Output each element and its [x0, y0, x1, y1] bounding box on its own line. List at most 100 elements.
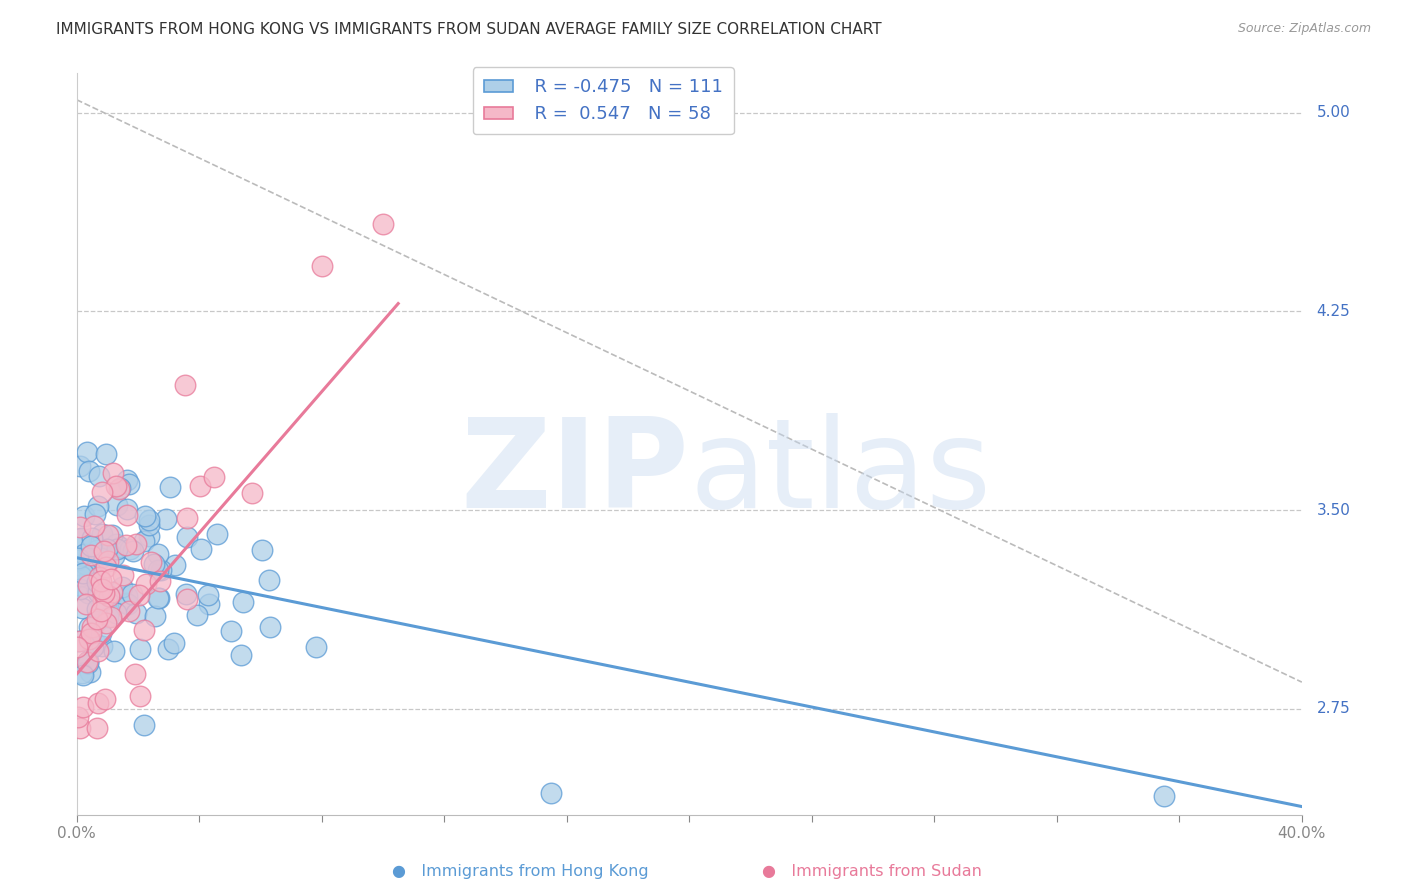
Point	[73, 566, 96, 580]
Point	[141, 555, 163, 569]
Point	[96, 560, 118, 574]
Point	[90, 625, 112, 640]
Point	[90, 484, 112, 499]
Point	[93, 544, 115, 558]
Point	[86, 582, 108, 596]
Point	[115, 501, 138, 516]
Point	[86, 542, 108, 557]
Point	[86, 602, 108, 616]
Point	[145, 608, 167, 623]
Point	[69, 459, 91, 474]
Point	[96, 542, 118, 557]
Point	[67, 568, 90, 582]
Point	[90, 550, 112, 565]
Point	[97, 589, 120, 603]
Point	[159, 480, 181, 494]
Point	[117, 508, 139, 523]
Point	[76, 655, 98, 669]
Point	[75, 566, 97, 581]
Point	[67, 633, 90, 648]
Point	[107, 541, 129, 556]
Point	[77, 571, 100, 585]
Point	[79, 665, 101, 679]
Point	[115, 473, 138, 487]
Text: IMMIGRANTS FROM HONG KONG VS IMMIGRANTS FROM SUDAN AVERAGE FAMILY SIZE CORRELATI: IMMIGRANTS FROM HONG KONG VS IMMIGRANTS …	[56, 22, 882, 37]
Point	[87, 644, 110, 658]
Point	[118, 604, 141, 618]
Point	[72, 668, 94, 682]
Point	[101, 466, 124, 480]
Point	[219, 624, 242, 638]
Point	[69, 552, 91, 566]
Point	[90, 574, 112, 589]
Point	[128, 588, 150, 602]
Point	[121, 587, 143, 601]
Point	[155, 511, 177, 525]
Point	[66, 710, 89, 724]
Point	[115, 589, 138, 603]
Point	[97, 554, 120, 568]
Point	[104, 479, 127, 493]
Point	[66, 553, 89, 567]
Point	[252, 543, 274, 558]
Point	[97, 546, 120, 560]
Point	[259, 619, 281, 633]
Point	[72, 566, 94, 580]
Point	[93, 584, 115, 599]
Point	[73, 557, 96, 571]
Point	[197, 589, 219, 603]
Point	[91, 582, 114, 596]
Point	[87, 584, 110, 599]
Point	[198, 597, 221, 611]
Point	[86, 612, 108, 626]
Point	[229, 648, 252, 662]
Point	[76, 586, 98, 600]
Point	[90, 604, 112, 618]
Text: 2.75: 2.75	[1316, 701, 1350, 716]
Text: atlas: atlas	[689, 413, 991, 534]
Point	[134, 718, 156, 732]
Point	[91, 527, 114, 541]
Point	[84, 550, 107, 565]
Point	[66, 578, 89, 592]
Point	[80, 626, 103, 640]
Point	[97, 527, 120, 541]
Point	[75, 597, 97, 611]
Point	[138, 513, 160, 527]
Point	[101, 585, 124, 599]
Point	[97, 610, 120, 624]
Point	[76, 656, 98, 670]
Point	[134, 533, 156, 548]
Point	[107, 483, 129, 497]
Text: 4.25: 4.25	[1316, 304, 1350, 319]
Point	[70, 666, 93, 681]
Point	[72, 547, 94, 561]
Point	[65, 640, 87, 655]
Point	[104, 606, 127, 620]
Point	[124, 537, 146, 551]
Point	[69, 582, 91, 596]
Point	[77, 632, 100, 647]
Point	[69, 634, 91, 648]
Text: ●   Immigrants from Sudan: ● Immigrants from Sudan	[762, 863, 981, 879]
Point	[82, 620, 104, 634]
Point	[150, 563, 173, 577]
Point	[371, 217, 394, 231]
Point	[111, 568, 134, 582]
Point	[84, 637, 107, 651]
Point	[105, 542, 128, 557]
Point	[69, 721, 91, 735]
Point	[82, 531, 104, 545]
Point	[138, 518, 160, 533]
Point	[174, 587, 197, 601]
Point	[69, 520, 91, 534]
Point	[132, 623, 155, 637]
Point	[87, 696, 110, 710]
Point	[1153, 789, 1175, 803]
Point	[100, 572, 122, 586]
Point	[311, 260, 333, 274]
Point	[108, 540, 131, 554]
Point	[70, 600, 93, 615]
Point	[174, 378, 197, 392]
Point	[176, 530, 198, 544]
